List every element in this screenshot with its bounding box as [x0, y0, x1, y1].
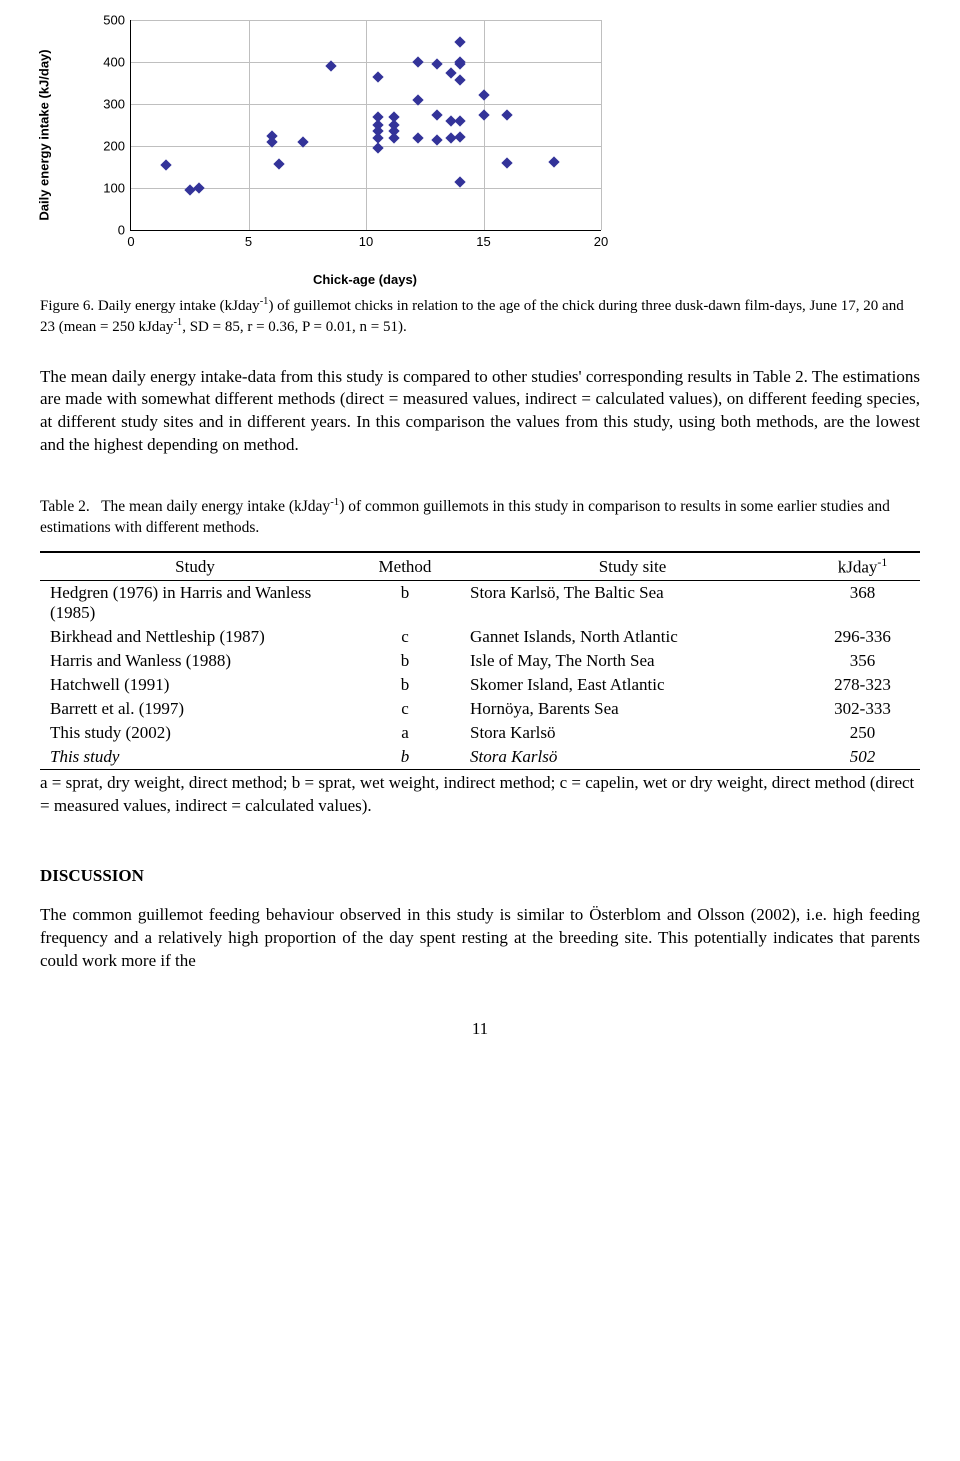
cell-site: Stora Karlsö [460, 745, 805, 770]
y-axis-label: Daily energy intake (kJ/day) [37, 49, 52, 220]
cell-study: Hedgren (1976) in Harris and Wanless (19… [40, 580, 350, 625]
table-header-row: Study Method Study site kJday-1 [40, 552, 920, 580]
gridline-v [601, 20, 602, 230]
table-row: This study (2002)aStora Karlsö250 [40, 721, 920, 745]
table-row: Birkhead and Nettleship (1987)cGannet Is… [40, 625, 920, 649]
cell-site: Stora Karlsö, The Baltic Sea [460, 580, 805, 625]
scatter-point [548, 156, 559, 167]
scatter-point [454, 176, 465, 187]
scatter-chart: Daily energy intake (kJ/day) 01002003004… [80, 20, 600, 287]
cell-value: 368 [805, 580, 920, 625]
scatter-point [431, 58, 442, 69]
cell-site: Skomer Island, East Atlantic [460, 673, 805, 697]
cell-method: b [350, 580, 460, 625]
scatter-point [454, 131, 465, 142]
scatter-point [412, 56, 423, 67]
y-tick-label: 500 [103, 13, 125, 28]
scatter-point [454, 36, 465, 47]
y-tick-label: 0 [118, 223, 125, 238]
paragraph-intake-comparison: The mean daily energy intake-data from t… [40, 366, 920, 458]
section-heading-discussion: DISCUSSION [40, 866, 920, 886]
y-tick-label: 100 [103, 181, 125, 196]
gridline-v [366, 20, 367, 230]
cell-method: b [350, 649, 460, 673]
cell-value: 502 [805, 745, 920, 770]
table-row: Hedgren (1976) in Harris and Wanless (19… [40, 580, 920, 625]
scatter-point [161, 159, 172, 170]
figure-label: Figure 6. [40, 298, 94, 314]
cell-study: Harris and Wanless (1988) [40, 649, 350, 673]
plot-region: 010020030040050005101520 [130, 20, 601, 231]
cell-study: This study (2002) [40, 721, 350, 745]
cell-method: c [350, 625, 460, 649]
cell-site: Gannet Islands, North Atlantic [460, 625, 805, 649]
scatter-point [193, 182, 204, 193]
scatter-point [431, 109, 442, 120]
cell-value: 278-323 [805, 673, 920, 697]
page-number: 11 [40, 1019, 920, 1039]
scatter-point [445, 67, 456, 78]
scatter-point [273, 158, 284, 169]
scatter-point [372, 142, 383, 153]
paragraph-discussion: The common guillemot feeding behaviour o… [40, 904, 920, 973]
scatter-point [431, 134, 442, 145]
cell-site: Isle of May, The North Sea [460, 649, 805, 673]
col-method: Method [350, 552, 460, 580]
scatter-point [501, 157, 512, 168]
figure-caption: Figure 6. Daily energy intake (kJday-1) … [40, 295, 920, 338]
x-tick-label: 5 [245, 234, 252, 249]
scatter-point [389, 133, 400, 144]
cell-method: b [350, 745, 460, 770]
y-tick-label: 200 [103, 139, 125, 154]
scatter-point [372, 71, 383, 82]
cell-study: Hatchwell (1991) [40, 673, 350, 697]
cell-value: 356 [805, 649, 920, 673]
cell-value: 302-333 [805, 697, 920, 721]
cell-study: Birkhead and Nettleship (1987) [40, 625, 350, 649]
gridline-v [249, 20, 250, 230]
x-tick-label: 15 [476, 234, 490, 249]
cell-study: This study [40, 745, 350, 770]
col-value: kJday-1 [805, 552, 920, 580]
table-row: This studybStora Karlsö502 [40, 745, 920, 770]
cell-method: b [350, 673, 460, 697]
comparison-table: Study Method Study site kJday-1 Hedgren … [40, 551, 920, 770]
scatter-point [478, 109, 489, 120]
scatter-point [454, 74, 465, 85]
scatter-point [501, 109, 512, 120]
table-row: Barrett et al. (1997)cHornöya, Barents S… [40, 697, 920, 721]
table-row: Harris and Wanless (1988)bIsle of May, T… [40, 649, 920, 673]
scatter-point [389, 111, 400, 122]
x-tick-label: 10 [359, 234, 373, 249]
scatter-point [454, 115, 465, 126]
table-caption: Table 2. The mean daily energy intake (k… [40, 495, 920, 539]
cell-site: Stora Karlsö [460, 721, 805, 745]
cell-method: c [350, 697, 460, 721]
x-axis-label: Chick-age (days) [130, 272, 600, 287]
cell-value: 296-336 [805, 625, 920, 649]
table-footnote: a = sprat, dry weight, direct method; b … [40, 772, 920, 818]
x-tick-label: 20 [594, 234, 608, 249]
cell-method: a [350, 721, 460, 745]
y-tick-label: 300 [103, 97, 125, 112]
col-study: Study [40, 552, 350, 580]
gridline-v [484, 20, 485, 230]
y-tick-label: 400 [103, 55, 125, 70]
cell-site: Hornöya, Barents Sea [460, 697, 805, 721]
col-site: Study site [460, 552, 805, 580]
cell-value: 250 [805, 721, 920, 745]
scatter-point [372, 111, 383, 122]
scatter-point [412, 132, 423, 143]
x-tick-label: 0 [127, 234, 134, 249]
cell-study: Barrett et al. (1997) [40, 697, 350, 721]
table-label: Table 2. [40, 498, 90, 515]
table-row: Hatchwell (1991)bSkomer Island, East Atl… [40, 673, 920, 697]
scatter-point [478, 89, 489, 100]
